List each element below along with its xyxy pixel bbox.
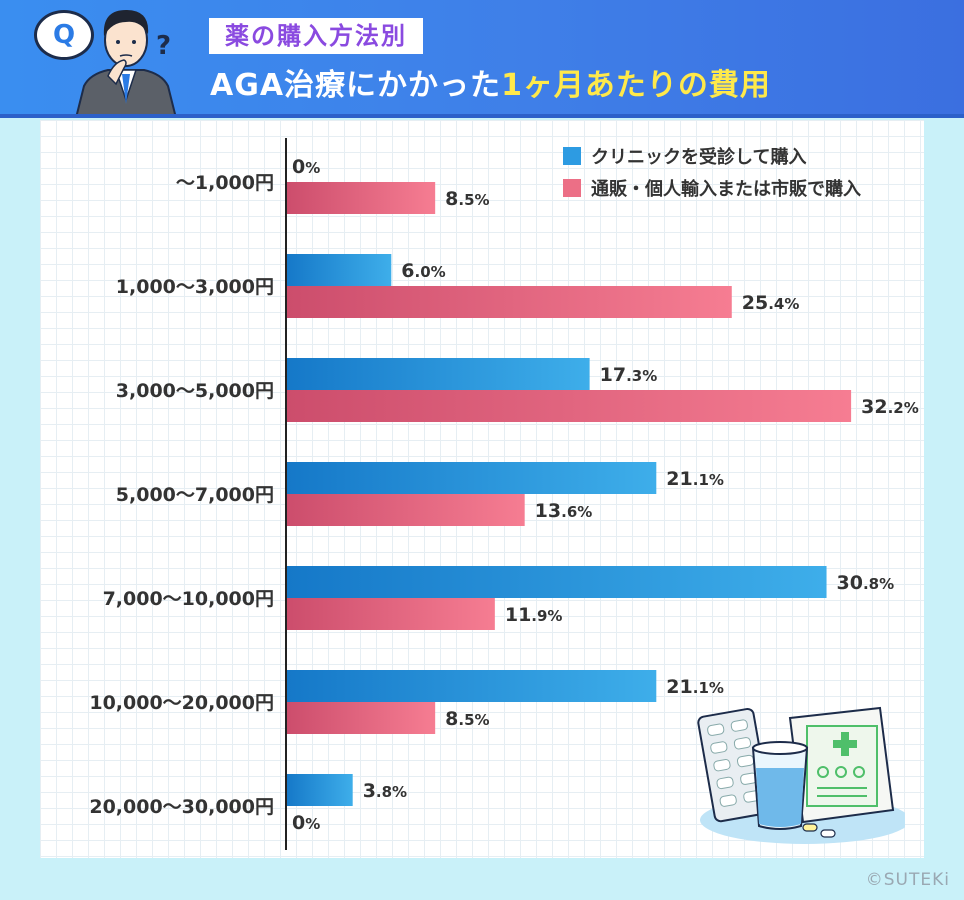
value-label-online: 8.5% (445, 188, 489, 210)
question-bubble-icon: Q (34, 10, 94, 60)
bar-clinic (286, 358, 590, 390)
legend-item-online: 通販・個人輸入または市販で購入 (563, 172, 861, 204)
value-label-clinic: 0% (292, 156, 320, 178)
category-label: 10,000〜20,000円 (89, 692, 274, 714)
value-label-online: 11.9% (505, 604, 563, 626)
category-label: 5,000〜7,000円 (116, 484, 274, 506)
value-label-clinic: 21.1% (666, 468, 724, 490)
legend-swatch-online (563, 179, 581, 197)
bar-online (286, 494, 525, 526)
value-label-clinic: 3.8% (363, 780, 407, 802)
legend-swatch-clinic (563, 147, 581, 165)
medicine-illustration (697, 706, 905, 844)
legend-label-online: 通販・個人輸入または市販で購入 (591, 179, 861, 200)
category-label: 7,000〜10,000円 (103, 588, 274, 610)
chart-title: AGA治療にかかった1ヶ月あたりの費用 (210, 60, 771, 104)
value-label-clinic: 21.1% (666, 676, 724, 698)
bar-online (286, 182, 436, 214)
legend-label-clinic: クリニックを受診して購入 (591, 147, 807, 168)
value-label-clinic: 17.3% (600, 364, 658, 386)
legend-item-clinic: クリニックを受診して購入 (563, 140, 861, 172)
bar-clinic (286, 566, 827, 598)
value-label-clinic: 6.0% (401, 260, 445, 282)
category-label: 〜1,000円 (176, 172, 274, 194)
category-label: 3,000〜5,000円 (116, 380, 274, 402)
value-label-online: 32.2% (861, 396, 919, 418)
category-label: 1,000〜3,000円 (116, 276, 274, 298)
category-label: 20,000〜30,000円 (89, 796, 274, 818)
legend: クリニックを受診して購入 通販・個人輸入または市販で購入 (563, 140, 861, 204)
svg-text:?: ? (156, 31, 171, 61)
bar-clinic (286, 670, 657, 702)
value-label-online: 0% (292, 812, 320, 834)
title-highlight: 1ヶ月あたりの費用 (501, 68, 771, 103)
thinking-businessman-icon: ? (74, 10, 178, 118)
bar-online (286, 598, 495, 630)
bar-clinic (286, 774, 353, 806)
chart-subtitle: 薬の購入方法別 (209, 18, 423, 54)
header-banner: Q ? 薬の購入方法別 AGA治療にかかった1ヶ月あたりの費用 (0, 0, 964, 118)
value-label-clinic: 30.8% (837, 572, 895, 594)
bar-clinic (286, 462, 657, 494)
bar-online (286, 390, 852, 422)
value-label-online: 25.4% (742, 292, 800, 314)
copyright-credit: ©SUTEKi (865, 870, 950, 890)
bar-online (286, 702, 436, 734)
bar-clinic (286, 254, 392, 286)
title-text: AGA治療にかかった (210, 68, 502, 103)
value-label-online: 13.6% (535, 500, 593, 522)
q-mark: Q (52, 20, 76, 50)
value-label-online: 8.5% (445, 708, 489, 730)
bar-online (286, 286, 732, 318)
